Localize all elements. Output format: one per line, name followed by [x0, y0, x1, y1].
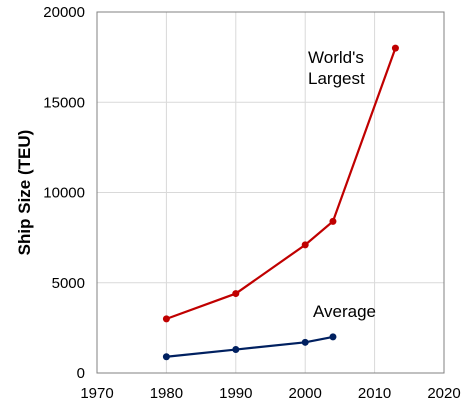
- x-tick-label: 2020: [427, 385, 460, 402]
- x-axis-tick-labels: 1970 1980 1990 2000 2010 2020: [80, 385, 460, 402]
- data-point-average-1990: [232, 346, 240, 354]
- y-tick-label: 15000: [43, 94, 85, 111]
- data-point-largest-1980: [162, 315, 170, 323]
- annotation-average-line-0: Average: [313, 302, 376, 321]
- annotation-largest-line-1: Largest: [308, 69, 365, 88]
- x-tick-label: 1970: [80, 385, 113, 402]
- plot-area-frame: [96, 11, 445, 374]
- annotation-largest-line-0: World's: [308, 48, 364, 67]
- series-line-largest: [166, 47, 397, 320]
- data-point-average-2000: [301, 338, 309, 346]
- y-axis-label: Ship Size (TEU): [15, 130, 34, 256]
- y-tick-label: 5000: [52, 275, 85, 292]
- x-tick-label: 2010: [358, 385, 391, 402]
- grid-lines: [96, 11, 445, 374]
- x-tick-label: 1990: [219, 385, 252, 402]
- data-point-largest-2000: [301, 241, 309, 249]
- y-tick-label: 20000: [43, 4, 85, 21]
- y-tick-label: 0: [77, 365, 85, 382]
- x-tick-label: 1980: [150, 385, 183, 402]
- data-point-average-2004: [329, 333, 337, 341]
- series-line-average: [166, 335, 334, 358]
- x-tick-label: 2000: [289, 385, 322, 402]
- data-point-largest-2004: [329, 217, 337, 225]
- data-point-largest-2013: [391, 44, 399, 52]
- data-point-largest-1990: [232, 290, 240, 298]
- series-group: [162, 44, 399, 361]
- y-tick-label: 10000: [43, 185, 85, 202]
- data-point-average-1980: [162, 353, 170, 361]
- y-axis-tick-labels: 0 5000 10000 15000 20000: [43, 4, 85, 382]
- annotations: World's Largest Average: [308, 48, 376, 321]
